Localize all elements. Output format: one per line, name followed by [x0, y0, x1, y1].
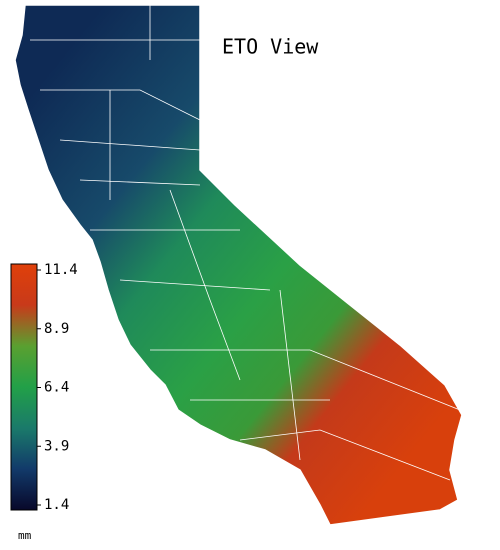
scale-tick-label: 3.9 — [44, 438, 69, 454]
map-title: ETO View — [222, 35, 319, 59]
scale-unit: mm — [18, 529, 32, 542]
scale-tick-label: 11.4 — [44, 262, 78, 278]
county-lines — [30, 5, 461, 481]
scale-tick-label: 1.4 — [44, 497, 69, 513]
color-scale — [10, 263, 38, 511]
scale-tick-label: 8.9 — [44, 321, 69, 337]
state-shape — [14, 4, 463, 526]
scale-tick-label: 6.4 — [44, 380, 69, 396]
